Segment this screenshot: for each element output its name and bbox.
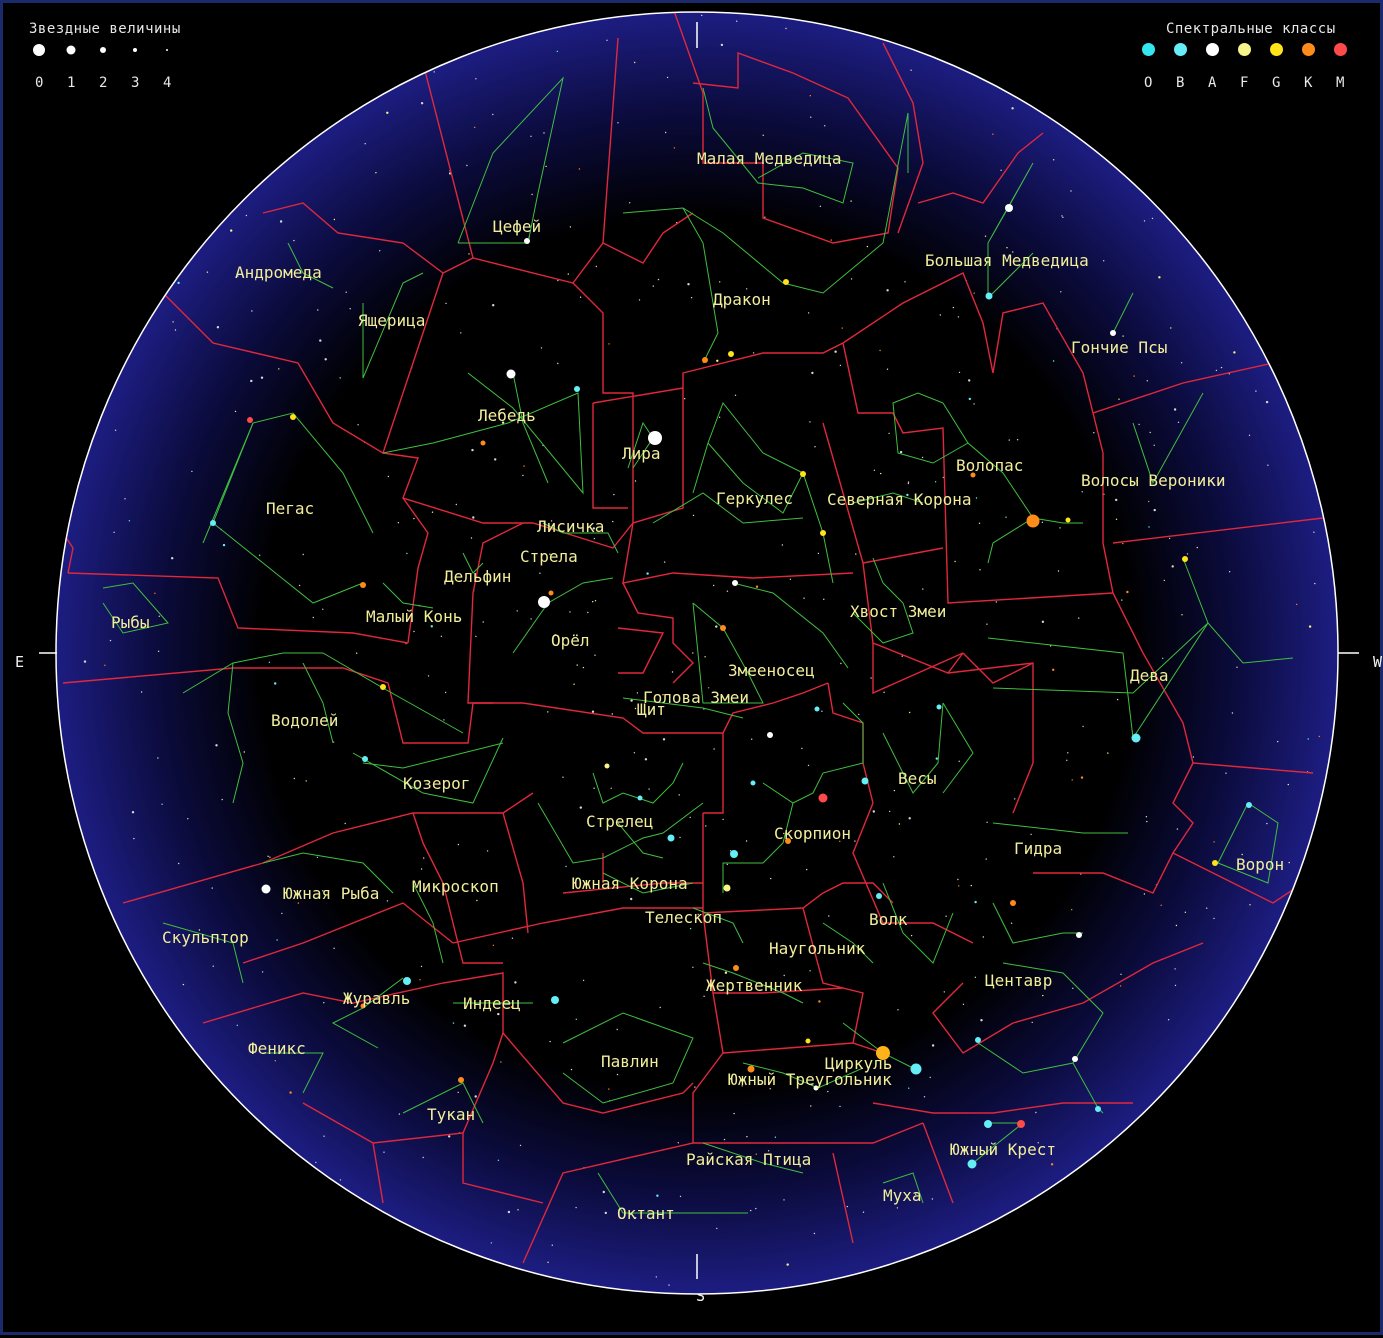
label-ophiuchus: Змееносец xyxy=(728,661,815,680)
constellation-lines xyxy=(102,76,1294,1214)
label-delphinus: Дельфин xyxy=(444,567,511,586)
label-equuleus: Малый Конь xyxy=(366,607,462,626)
spectral-dot-f xyxy=(1238,43,1251,56)
spectral-label-a: A xyxy=(1208,75,1217,91)
label-circinus: Циркуль xyxy=(825,1054,892,1073)
label-andromeda: Андромеда xyxy=(235,263,322,282)
label-corvus: Ворон xyxy=(1236,855,1284,874)
spectral-label-k: K xyxy=(1304,75,1313,91)
spectral-legend-title: Спектральные классы xyxy=(1166,21,1336,37)
label-ara: Жертвенник xyxy=(706,976,803,995)
label-triangulum-australe: Южный Треугольник xyxy=(728,1070,892,1089)
label-cepheus: Цефей xyxy=(493,217,541,236)
label-corona-borealis: Северная Корона xyxy=(827,490,972,509)
label-piscis-austrinus: Южная Рыба xyxy=(283,884,379,903)
label-lyra: Лира xyxy=(622,444,661,463)
label-corona-australis: Южная Корона xyxy=(572,874,688,893)
compass-east: E xyxy=(15,653,25,671)
magnitude-dots xyxy=(33,44,168,56)
sky-disc xyxy=(56,12,1338,1294)
magnitude-label-1: 1 xyxy=(67,75,76,91)
magnitude-legend-title: Звездные величины xyxy=(29,21,181,37)
spectral-dot-b xyxy=(1174,43,1187,56)
label-sagittarius: Стрелец xyxy=(586,812,653,831)
label-centaurus: Центавр xyxy=(985,971,1052,990)
magnitude-label-0: 0 xyxy=(35,75,44,91)
label-capricornus: Козерог xyxy=(403,774,470,793)
label-pisces: Рыбы xyxy=(111,613,150,632)
spectral-label-g: G xyxy=(1272,75,1281,91)
constellation-labels: Малая Медведица Цефей Андромеда Ящерица … xyxy=(111,149,1284,1223)
spectral-dot-o xyxy=(1142,43,1155,56)
label-coma-berenices: Волосы Вероники xyxy=(1081,471,1226,490)
label-telescopium: Телескоп xyxy=(645,908,722,927)
horizon-circle xyxy=(55,11,1339,1295)
spectral-label-f: F xyxy=(1240,75,1249,91)
label-microscopium: Микроскоп xyxy=(412,877,499,896)
spectral-label-b: B xyxy=(1176,75,1185,91)
magnitude-label-4: 4 xyxy=(163,75,172,91)
label-hydra: Гидра xyxy=(1014,839,1062,858)
compass-west: W xyxy=(1373,653,1383,671)
label-libra: Весы xyxy=(898,769,937,788)
label-canes-venatici: Гончие Псы xyxy=(1071,338,1167,357)
spectral-label-o: O xyxy=(1144,75,1153,91)
label-aquila: Орёл xyxy=(551,631,590,650)
compass-south: S xyxy=(696,1287,706,1305)
spectral-dot-a xyxy=(1206,43,1219,56)
label-bootes: Волопас xyxy=(956,456,1023,475)
label-aquarius: Водолей xyxy=(271,711,338,730)
label-cygnus: Лебедь xyxy=(478,406,536,425)
bright-stars xyxy=(210,204,1252,1169)
label-pegasus: Пегас xyxy=(266,499,314,518)
label-hercules: Геркулес xyxy=(716,489,793,508)
label-scutum: Щит xyxy=(637,700,666,719)
label-pavo: Павлин xyxy=(601,1052,659,1071)
spectral-dot-g xyxy=(1270,43,1283,56)
label-draco: Дракон xyxy=(713,290,771,309)
spectral-dot-m xyxy=(1334,43,1347,56)
label-sagitta: Стрела xyxy=(520,547,578,566)
magnitude-label-2: 2 xyxy=(99,75,108,91)
spectral-dot-k xyxy=(1302,43,1315,56)
label-indus: Индеец xyxy=(463,994,521,1013)
label-serpens-caput: Голова Змеи xyxy=(643,688,749,707)
label-norma: Наугольник xyxy=(769,939,866,958)
label-scorpius: Скорпион xyxy=(774,824,851,843)
label-sculptor: Скульптор xyxy=(162,928,249,947)
label-apus: Райская Птица xyxy=(686,1150,811,1169)
label-tucana: Тукан xyxy=(427,1105,475,1124)
label-ursa-minor: Малая Медведица xyxy=(697,149,842,168)
label-vulpecula: Лисичка xyxy=(537,517,604,536)
label-octans: Октант xyxy=(617,1204,675,1223)
label-serpens-cauda: Хвост Змеи xyxy=(850,602,946,621)
label-virgo: Дева xyxy=(1130,666,1169,685)
label-musca: Муха xyxy=(883,1186,922,1205)
label-phoenix: Феникс xyxy=(248,1039,306,1058)
sky-map: Малая Медведица Цефей Андромеда Ящерица … xyxy=(39,11,1359,1295)
label-grus: Журавль xyxy=(343,989,410,1008)
magnitude-label-3: 3 xyxy=(131,75,140,91)
spectral-label-m: M xyxy=(1336,75,1345,91)
label-crux: Южный Крест xyxy=(950,1140,1056,1159)
label-ursa-major: Большая Медведица xyxy=(925,251,1089,270)
label-lupus: Волк xyxy=(869,910,908,929)
label-lacerta: Ящерица xyxy=(358,311,425,330)
